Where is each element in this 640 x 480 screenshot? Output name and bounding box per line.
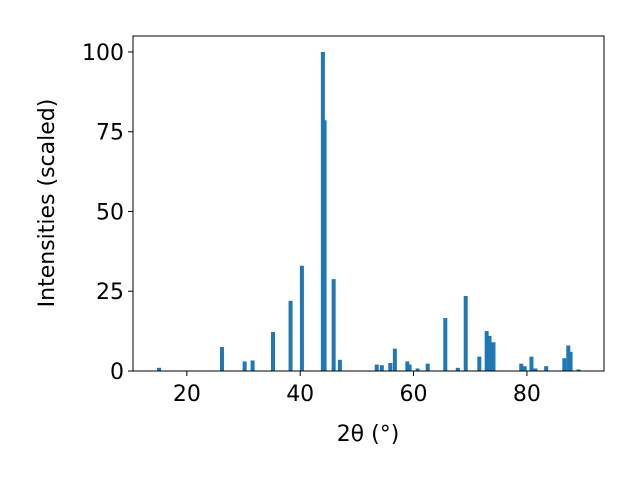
bar: [299, 265, 304, 371]
bar: [491, 342, 496, 371]
bar: [322, 120, 327, 371]
bar: [388, 363, 393, 371]
bar: [157, 367, 162, 371]
bar: [288, 300, 293, 371]
bar: [562, 358, 567, 371]
bar: [379, 365, 384, 371]
bar: [487, 335, 492, 371]
x-tick-label: 40: [286, 382, 314, 407]
bar: [533, 368, 538, 371]
y-tick-label: 100: [82, 41, 124, 66]
bar: [242, 361, 247, 371]
y-tick-label: 75: [96, 121, 124, 146]
bar: [568, 351, 573, 371]
bar: [415, 368, 420, 371]
bar: [484, 331, 489, 371]
bar: [250, 360, 255, 371]
bar: [522, 366, 527, 371]
bar: [392, 348, 397, 371]
x-tick-label: 60: [400, 382, 428, 407]
bar: [219, 347, 224, 371]
bar: [337, 359, 342, 371]
y-axis-label: Intensities (scaled): [35, 99, 60, 308]
bar: [374, 364, 379, 371]
bar: [529, 356, 534, 371]
bar: [477, 356, 482, 371]
x-tick-label: 20: [173, 382, 201, 407]
bar: [566, 345, 571, 371]
bar: [576, 369, 581, 371]
x-axis-label: 2θ (°): [337, 422, 400, 447]
bar: [425, 363, 430, 371]
x-tick-label: 80: [513, 382, 541, 407]
y-tick-label: 0: [110, 360, 124, 385]
bar: [443, 318, 448, 371]
y-tick-label: 50: [96, 200, 124, 225]
bar: [331, 279, 336, 371]
bar: [407, 364, 412, 371]
bar: [405, 361, 410, 371]
bar: [270, 332, 275, 371]
bar: [455, 367, 460, 371]
bar: [463, 296, 468, 371]
bar: [519, 363, 524, 371]
plot-frame: [132, 35, 605, 372]
bar: [544, 366, 549, 371]
y-tick-label: 25: [96, 280, 124, 305]
